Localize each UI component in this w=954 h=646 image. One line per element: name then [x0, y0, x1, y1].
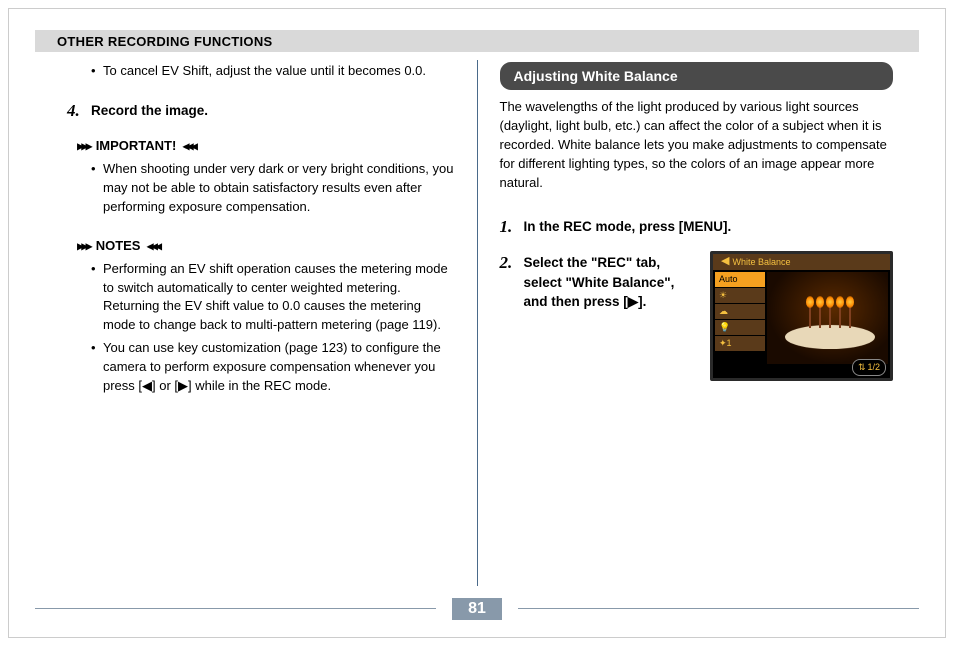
bullet-dot: •: [91, 62, 103, 81]
bullet-cancel-ev: • To cancel EV Shift, adjust the value u…: [91, 62, 455, 81]
footer-rule-left: [35, 608, 436, 609]
important-bullet: • When shooting under very dark or very …: [91, 160, 455, 217]
bullet-text: Performing an EV shift operation causes …: [103, 260, 455, 335]
camera-lcd-preview: ◀ White Balance Auto ☀ ☁ 💡 ✦1: [710, 251, 893, 381]
header-title: OTHER RECORDING FUNCTIONS: [57, 34, 273, 49]
candle-icon: [849, 306, 851, 328]
lcd-menu-item-fluor: ✦1: [715, 336, 765, 351]
candle-icon: [809, 306, 811, 328]
notes-label-text: NOTES: [96, 237, 141, 256]
arrow-left-icon: ◀◀◀: [146, 238, 159, 255]
page-number-text: 81: [468, 600, 486, 618]
right-column: Adjusting White Balance The wavelengths …: [478, 62, 920, 586]
step-text: Select the "REC" tab, select "White Bala…: [524, 251, 699, 312]
left-column: • To cancel EV Shift, adjust the value u…: [35, 62, 477, 586]
lcd-menu: Auto ☀ ☁ 💡 ✦1: [715, 272, 765, 351]
page-number: 81: [452, 598, 502, 620]
step-2: 2. Select the "REC" tab, select "White B…: [500, 251, 699, 381]
scroll-icon: ⇅: [858, 361, 866, 374]
lcd-menu-item-auto: Auto: [715, 272, 765, 287]
lcd-menu-item-daylight: ☀: [715, 288, 765, 303]
step-4: 4. Record the image.: [67, 99, 455, 124]
arrow-left-icon: ◀◀◀: [182, 138, 195, 155]
arrow-right-icon: ▶▶▶: [77, 138, 90, 155]
lcd-header: ◀ White Balance: [713, 254, 890, 270]
step-number: 4.: [67, 99, 91, 124]
back-arrow-icon: ◀: [721, 254, 729, 270]
bullet-text: You can use key customization (page 123)…: [103, 339, 455, 396]
lcd-photo-preview: [767, 272, 888, 364]
step-2-row: 2. Select the "REC" tab, select "White B…: [500, 251, 894, 381]
lcd-page-text: 1/2: [867, 361, 880, 374]
candle-icon: [819, 306, 821, 328]
section-heading: Adjusting White Balance: [500, 62, 894, 90]
step-number: 1.: [500, 215, 524, 240]
note-2: • You can use key customization (page 12…: [91, 339, 455, 396]
header-bar: OTHER RECORDING FUNCTIONS: [35, 30, 919, 52]
bullet-text: To cancel EV Shift, adjust the value unt…: [103, 62, 426, 81]
important-label-text: IMPORTANT!: [96, 137, 177, 156]
candle-icon: [839, 306, 841, 328]
arrow-right-icon: ▶▶▶: [77, 238, 90, 255]
footer-rule-right: [518, 608, 919, 609]
lcd-header-text: White Balance: [732, 256, 790, 269]
step-number: 2.: [500, 251, 524, 312]
notes-label: ▶▶▶ NOTES ◀◀◀: [77, 237, 455, 256]
section-heading-text: Adjusting White Balance: [514, 68, 678, 84]
cake-shape: [785, 325, 875, 349]
note-1: • Performing an EV shift operation cause…: [91, 260, 455, 335]
lcd-page-indicator: ⇅ 1/2: [852, 359, 886, 376]
intro-paragraph: The wavelengths of the light produced by…: [500, 98, 894, 192]
content-area: • To cancel EV Shift, adjust the value u…: [35, 62, 919, 586]
bullet-dot: •: [91, 160, 103, 217]
bullet-dot: •: [91, 339, 103, 396]
lcd-menu-item-bulb: 💡: [715, 320, 765, 335]
step-text: Record the image.: [91, 99, 208, 124]
lcd-menu-item-cloudy: ☁: [715, 304, 765, 319]
candle-icon: [829, 306, 831, 328]
bullet-text: When shooting under very dark or very br…: [103, 160, 455, 217]
bullet-dot: •: [91, 260, 103, 335]
step-1: 1. In the REC mode, press [MENU].: [500, 215, 894, 240]
step-text: In the REC mode, press [MENU].: [524, 215, 732, 240]
important-label: ▶▶▶ IMPORTANT! ◀◀◀: [77, 137, 455, 156]
